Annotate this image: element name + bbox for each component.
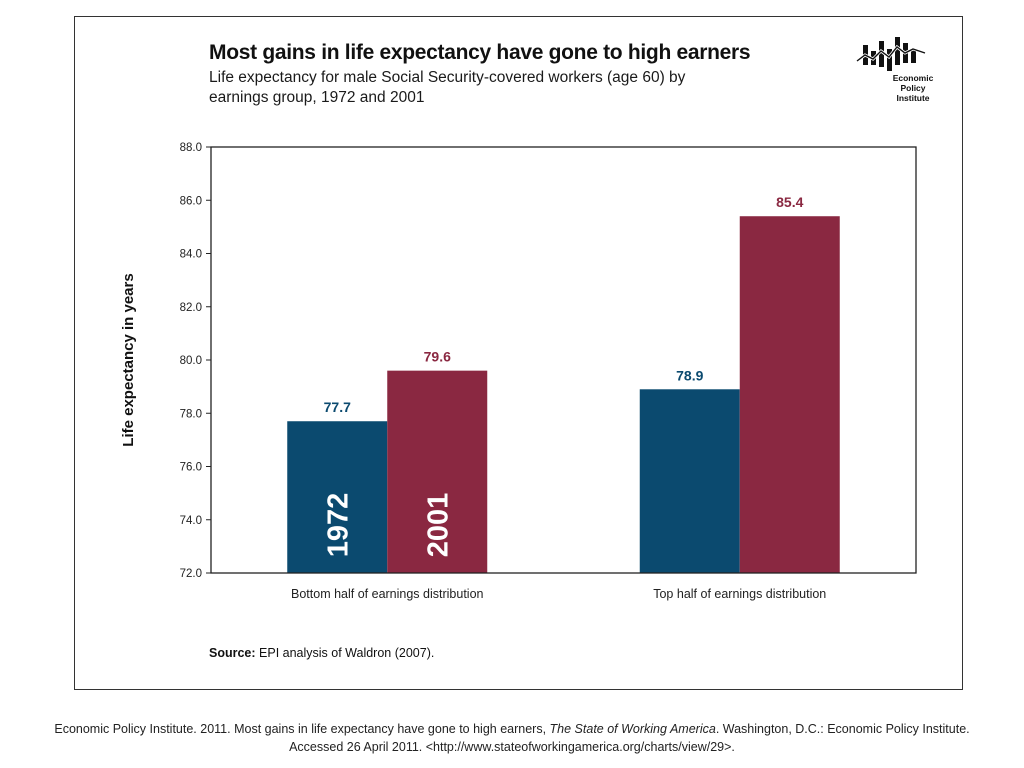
source-note: Source: EPI analysis of Waldron (2007). — [209, 646, 434, 660]
bar-1972-bottom-half — [287, 421, 388, 573]
source-label: Source: — [209, 646, 256, 660]
logo-line-institute: Institute — [896, 93, 930, 103]
bar-chart: 77.7 1972 79.6 2001 Bottom half of earnings … — [120, 142, 917, 601]
data-label-1972-top-half: 78.9 — [676, 367, 703, 383]
y-axis-label: Life expectancy in years — [120, 273, 137, 446]
y-tick-label-74.0: 74.0 — [180, 515, 202, 527]
y-tick-label-78.0: 78.0 — [180, 408, 202, 420]
epi-logo-icon — [856, 37, 926, 71]
epi-logo-text: Economic Policy Institute — [883, 73, 943, 103]
chart-frame: Most gains in life expectancy have gone … — [74, 16, 963, 690]
logo-line-policy: Policy — [900, 83, 926, 93]
y-tick-label-72.0: 72.0 — [180, 568, 202, 580]
data-label-2001-top-half: 85.4 — [776, 194, 803, 210]
y-tick-label-80.0: 80.0 — [180, 355, 202, 367]
series-label-2001: 2001 — [422, 493, 454, 558]
data-label-1972-bottom-half: 77.7 — [324, 399, 351, 415]
data-label-2001-bottom-half: 79.6 — [424, 349, 451, 365]
citation: Economic Policy Institute. 2011. Most ga… — [0, 720, 1024, 756]
category-label-bottom-half: Bottom half of earnings distribution — [291, 587, 484, 601]
bar-2001-bottom-half — [387, 370, 488, 573]
chart-subtitle: Life expectancy for male Social Security… — [209, 69, 686, 106]
citation-post: . Washington, D.C.: Economic Policy Inst… — [715, 722, 970, 736]
series-label-1972: 1972 — [322, 493, 354, 558]
source-text: EPI analysis of Waldron (2007). — [255, 646, 435, 660]
citation-pre: Economic Policy Institute. 2011. Most ga… — [54, 722, 550, 736]
bar-2001-top-half — [739, 216, 840, 573]
citation-publication: The State of Working America — [549, 722, 716, 736]
y-tick-label-88.0: 88.0 — [180, 142, 202, 154]
category-label-top-half: Top half of earnings distribution — [653, 587, 826, 601]
chart-title: Most gains in life expectancy have gone … — [209, 41, 751, 64]
citation-accessed: Accessed 26 April 2011. <http://www.stat… — [289, 740, 735, 754]
y-tick-label-76.0: 76.0 — [180, 462, 202, 474]
bar-1972-top-half — [639, 389, 740, 573]
logo-line-economic: Economic — [892, 73, 934, 83]
y-tick-label-86.0: 86.0 — [180, 195, 202, 207]
y-tick-label-84.0: 84.0 — [180, 249, 202, 261]
y-tick-label-82.0: 82.0 — [180, 302, 202, 314]
